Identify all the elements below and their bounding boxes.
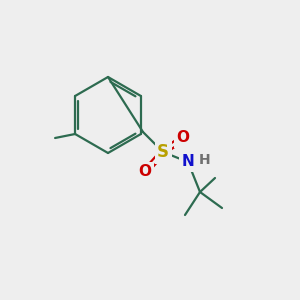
Text: O: O xyxy=(176,130,190,146)
Text: S: S xyxy=(157,143,169,161)
Text: H: H xyxy=(199,153,211,167)
Text: N: N xyxy=(182,154,194,169)
Text: O: O xyxy=(139,164,152,179)
